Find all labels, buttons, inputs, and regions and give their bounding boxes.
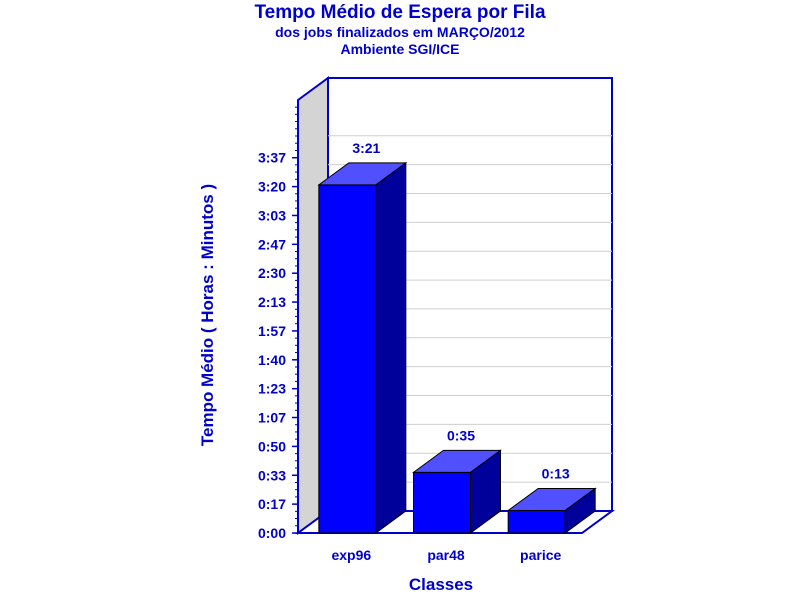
- x-axis-title: Classes: [409, 575, 473, 594]
- bar-par48-front: [413, 471, 471, 534]
- x-tick-label: exp96: [331, 547, 371, 563]
- x-tick-label: parice: [520, 547, 561, 563]
- bar-par48-side: [470, 449, 501, 534]
- y-tick-label: 3:03: [258, 207, 286, 223]
- y-tick-label: 2:47: [258, 236, 286, 252]
- chart-subtitle-1: dos jobs finalizados em MARÇO/2012: [275, 24, 525, 40]
- y-tick-label: 1:07: [258, 410, 286, 426]
- data-label-par48: 0:35: [447, 427, 475, 443]
- y-tick-label: 3:37: [258, 150, 286, 166]
- y-tick-label: 2:30: [258, 265, 286, 281]
- y-tick-label: 0:17: [258, 496, 286, 512]
- y-tick-label: 0:00: [258, 525, 286, 541]
- y-tick-label: 0:50: [258, 438, 286, 454]
- y-tick-label: 3:20: [258, 179, 286, 195]
- data-label-exp96: 3:21: [352, 140, 380, 156]
- bar-parice-side: [564, 487, 596, 534]
- title-block: Tempo Médio de Espera por Fila dos jobs …: [0, 2, 800, 58]
- y-tick-label: 2:13: [258, 294, 286, 310]
- x-tick-label: par48: [427, 547, 465, 563]
- bar-exp96-front: [318, 184, 377, 534]
- y-tick-label: 1:57: [258, 323, 286, 339]
- bar-parice-front: [507, 509, 566, 534]
- chart-subtitle-2: Ambiente SGI/ICE: [340, 41, 460, 57]
- y-tick-label: 1:40: [258, 352, 286, 368]
- chart-title: Tempo Médio de Espera por Fila: [254, 2, 546, 23]
- y-tick-label: 0:33: [258, 467, 286, 483]
- y-tick-label: 1:23: [258, 381, 286, 397]
- y-axis-title: Tempo Médio ( Horas : Minutos ): [198, 184, 217, 446]
- data-label-parice: 0:13: [542, 465, 570, 481]
- bar-exp96-side: [375, 161, 407, 534]
